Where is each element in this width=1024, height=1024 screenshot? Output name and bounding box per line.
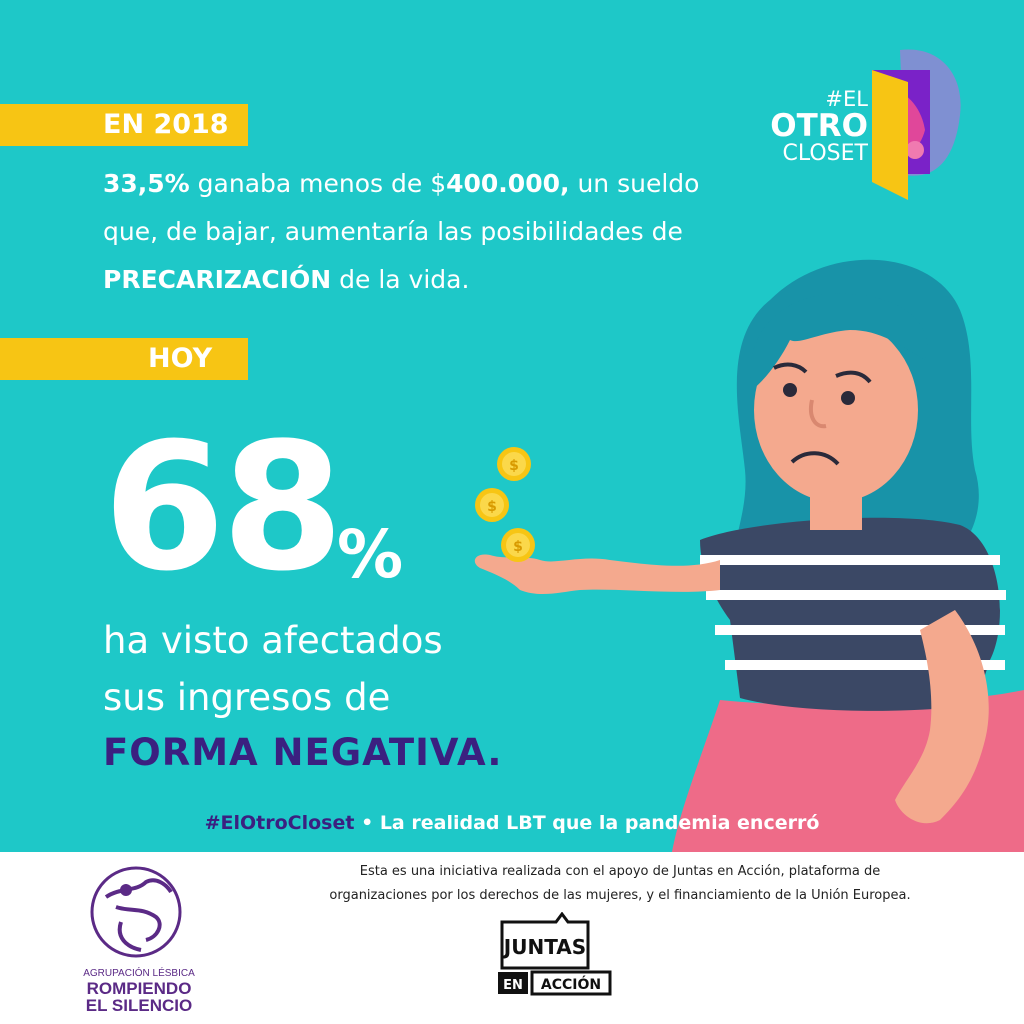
striped-shirt xyxy=(700,517,1006,711)
closet-door-icon xyxy=(872,49,961,200)
amount-value: 400.000, xyxy=(446,169,570,198)
campaign-tagline: La realidad LBT que la pandemia encerró xyxy=(379,812,820,834)
org-title: EL SILENCIO xyxy=(85,996,193,1015)
headline-line: ha visto afectados xyxy=(103,619,443,662)
org-title: ROMPIENDO xyxy=(86,979,192,998)
year-tag: EN 2018 xyxy=(0,104,248,146)
campaign-line: #ElOtroCloset • La realidad LBT que la p… xyxy=(0,808,1024,838)
today-tag: HOY xyxy=(0,338,248,380)
credit-line: Esta es una iniciativa realizada con el … xyxy=(359,864,881,879)
coin-icon: $ xyxy=(497,447,531,481)
logo-line: #EL xyxy=(825,87,868,111)
svg-text:$: $ xyxy=(487,499,497,515)
juntas-title: JUNTAS xyxy=(502,935,586,959)
stat-value: 33,5% xyxy=(103,169,190,198)
juntas-en: EN xyxy=(503,978,523,993)
paragraph-text: ganaba menos de $ xyxy=(189,169,447,198)
woman-illustration: $ $ $ xyxy=(474,49,1024,852)
juntas-en-accion-logo: JUNTAS EN ACCIÓN xyxy=(498,912,612,996)
coin-icon: $ xyxy=(501,528,535,562)
logo-line: CLOSET xyxy=(782,141,868,166)
right-arm xyxy=(895,610,989,824)
headline-line: sus ingresos de xyxy=(103,676,391,719)
today-tag-label: HOY xyxy=(148,343,213,374)
left-arm xyxy=(474,554,720,595)
stat-paragraph: 33,5% ganaba menos de $400.000, un sueld… xyxy=(103,160,723,304)
campaign-separator: • xyxy=(354,812,380,834)
credit-text: Esta es una iniciativa realizada con el … xyxy=(270,860,970,908)
main-panel: $ $ $ #EL OTRO CLOSET EN 2018 33,5% gana… xyxy=(0,0,1024,852)
headline-number: 68 xyxy=(103,405,344,610)
org-subtitle: AGRUPACIÓN LÉSBICA xyxy=(83,968,195,979)
campaign-hashtag: #ElOtroCloset xyxy=(204,812,355,834)
rompiendo-el-silencio-logo-icon xyxy=(90,866,182,958)
keyword: PRECARIZACIÓN xyxy=(103,265,332,294)
org-name: AGRUPACIÓN LÉSBICA ROMPIENDO EL SILENCIO xyxy=(64,968,214,1014)
headline-percent: % xyxy=(337,516,404,593)
paragraph-text: un sueldo que, de bajar, aumentaría las … xyxy=(103,169,700,246)
face xyxy=(750,293,928,502)
juntas-accion: ACCIÓN xyxy=(541,975,601,993)
coin-icon: $ xyxy=(475,488,509,522)
el-otro-closet-logo: #EL OTRO CLOSET xyxy=(760,88,868,166)
headline-description: ha visto afectados sus ingresos de xyxy=(103,612,443,726)
headline-emphasis: FORMA NEGATIVA. xyxy=(103,731,503,774)
year-tag-label: EN 2018 xyxy=(103,109,229,140)
credit-line: organizaciones por los derechos de las m… xyxy=(329,888,911,903)
svg-text:$: $ xyxy=(509,458,519,474)
paragraph-text: de la vida. xyxy=(331,265,470,294)
svg-text:$: $ xyxy=(513,539,523,555)
logo-line: OTRO xyxy=(770,108,868,144)
